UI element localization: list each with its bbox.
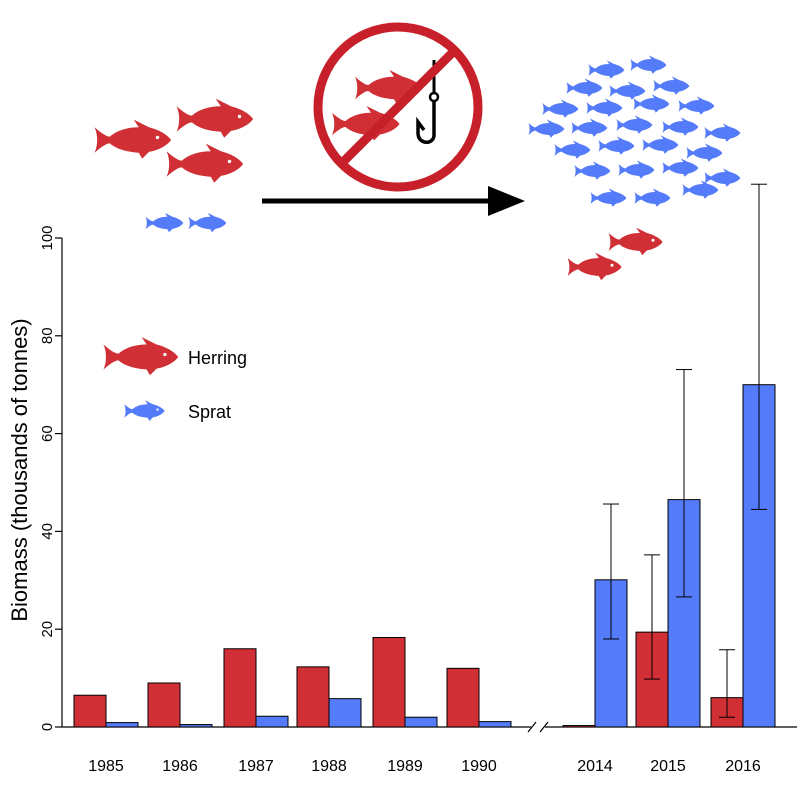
sprat-fish-icon	[634, 188, 671, 207]
x-tick-label: 1985	[88, 758, 124, 775]
y-tick-label: 80	[39, 327, 56, 344]
legend: Herring Sprat	[103, 337, 247, 422]
y-axis	[55, 237, 63, 728]
axis-break-mark	[527, 721, 537, 733]
sprat-fish-icon	[571, 118, 608, 137]
sprat-fish-icon	[586, 98, 623, 117]
x-tick-label: 2014	[577, 758, 613, 775]
sprat-fish-icon	[662, 117, 699, 136]
bar-herring-1989	[372, 637, 406, 728]
sprat-fish-icon	[566, 78, 603, 97]
sprat-fish-icon	[662, 158, 699, 177]
x-tick-label: 1989	[387, 758, 423, 775]
sprat-fish-icon	[609, 81, 646, 100]
legend-sprat-swatch	[124, 400, 165, 421]
axis-break-mark	[539, 721, 549, 733]
bar-sprat-1988	[328, 698, 362, 728]
x-tick-label: 1986	[162, 758, 198, 775]
sprat-fish-icon	[682, 180, 719, 199]
sprat-fish-icon	[678, 96, 715, 115]
sprat-school-icon	[528, 55, 741, 207]
y-tick-label: 100	[39, 225, 56, 250]
bar-sprat-1990	[478, 721, 512, 728]
x-tick-label: 1987	[238, 758, 274, 775]
sprat-fish-icon	[704, 123, 741, 142]
bar-herring-1986	[147, 682, 181, 728]
sprat-fish-icon	[542, 99, 579, 118]
legend-herring-swatch	[103, 337, 179, 376]
herring-pair-icon	[567, 227, 663, 281]
y-tick-labels: 0 20 40 60 80 100	[39, 225, 56, 731]
bar-herring-1985	[73, 694, 107, 728]
x-tick-labels: 1985 1986 1987 1988 1989 1990 2014 2015 2016	[88, 758, 761, 775]
y-tick-label: 0	[39, 723, 56, 731]
sprat-fish-icon	[616, 115, 653, 134]
sprat-fish-icon	[598, 136, 635, 155]
sprat-fish-icon	[145, 212, 227, 233]
bar-herring-1990	[446, 667, 480, 728]
sprat-fish-icon	[704, 168, 741, 187]
x-tick-label: 1988	[311, 758, 347, 775]
sprat-fish-icon	[590, 188, 627, 207]
error-bar-marks	[603, 183, 767, 718]
bar-sprat-1987	[255, 715, 289, 728]
no-fishing-sign-icon	[313, 22, 483, 192]
bar-sprat-1985	[105, 722, 139, 728]
legend-herring-label: Herring	[188, 348, 247, 368]
sprat-fish-icon	[528, 119, 565, 138]
herring-fish-icon	[94, 98, 254, 183]
bar-herring-1987	[223, 648, 257, 728]
legend-sprat-label: Sprat	[188, 402, 231, 422]
sprat-fish-icon	[630, 55, 667, 74]
bar-sprat-1989	[404, 716, 438, 728]
sprat-fish-icon	[653, 76, 690, 95]
x-tick-label: 2015	[650, 758, 686, 775]
x-tick-label: 1990	[461, 758, 497, 775]
arrow-right-icon	[262, 186, 525, 216]
sprat-fish-icon	[618, 160, 655, 179]
sprat-fish-icon	[642, 135, 679, 154]
y-tick-label: 20	[39, 621, 56, 638]
sprat-fish-icon	[686, 143, 723, 162]
bar-marks	[73, 384, 776, 728]
bar-herring-2014	[562, 725, 596, 728]
sprat-fish-icon	[633, 94, 670, 113]
bar-herring-1988	[296, 666, 330, 728]
bar-sprat-1986	[179, 724, 213, 728]
x-tick-label: 2016	[725, 758, 761, 775]
y-axis-label: Biomass (thousands of tonnes)	[7, 318, 32, 621]
sprat-fish-icon	[588, 60, 625, 79]
y-tick-label: 40	[39, 523, 56, 540]
y-tick-label: 60	[39, 425, 56, 442]
sprat-fish-icon	[554, 140, 591, 159]
sprat-fish-icon	[574, 161, 611, 180]
